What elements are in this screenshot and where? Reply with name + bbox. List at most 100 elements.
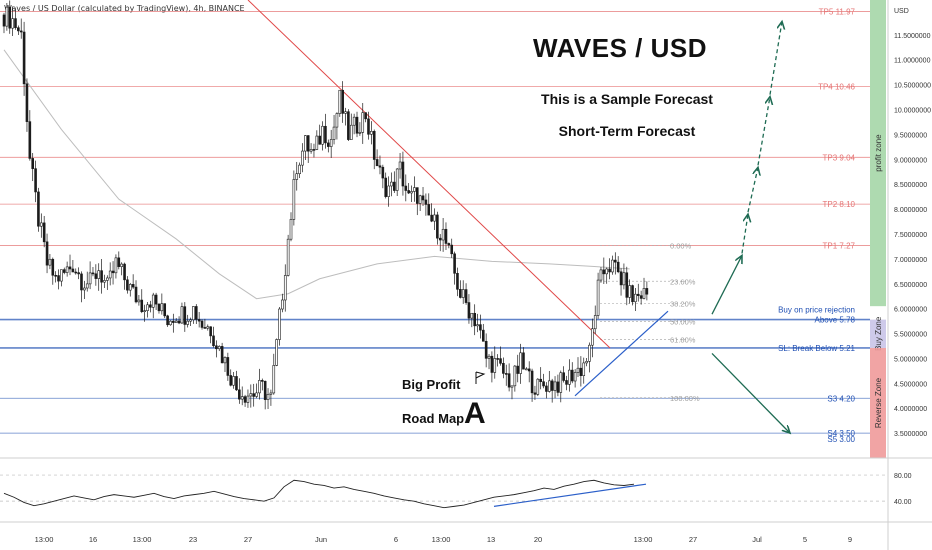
candle-body [238,389,241,400]
candle-body [636,293,640,296]
level-label: SL: Break Below 5.21 [778,344,855,353]
candle-body [361,112,365,133]
candle-body [596,279,600,316]
candle-body [378,165,382,168]
candle-body [17,27,20,32]
candle-body [470,312,474,319]
forecast-arrow [757,97,770,166]
level-label: TP2 8.10 [823,200,856,209]
price-tick-label: 4.5000000 [894,381,927,388]
candle-body [461,289,465,298]
candle-body [309,149,313,152]
price-tick-label: 5.0000000 [894,356,927,363]
candle-body [427,204,431,216]
candle-body [404,185,408,191]
candle-body [321,125,324,145]
fib-label: 38.20% [670,300,696,309]
candle-body [421,195,425,201]
candle-body [226,357,230,376]
candle-body [318,135,322,145]
candle-body [415,187,419,204]
candle-body [628,285,631,298]
fib-label: 50.00% [670,318,696,327]
candle-body [341,89,344,114]
candle-body [553,381,557,391]
candle-body [453,253,456,274]
candle-body [367,118,370,135]
level-label: Buy on price rejection [778,306,855,315]
candle-body [180,306,184,324]
candle-body [255,392,258,397]
chart-header: Waves / US Dollar (calculated by Trading… [4,4,245,13]
level-label: S3 4.20 [827,394,855,403]
candle-body [522,352,525,370]
time-tick-label: 9 [848,535,852,544]
candle-body [438,237,442,241]
time-tick-label: Jul [752,535,762,544]
candle-body [62,269,66,273]
level-label: S5 3.00 [827,435,855,444]
candle-body [57,275,60,282]
candle-body [381,166,385,179]
candle-body [252,393,255,397]
candle-body [275,339,278,366]
candle-body [117,257,121,267]
candle-body [22,31,26,85]
candle-body [77,272,80,275]
candle-body [579,367,583,377]
candle-body [286,238,290,276]
candle-body [634,293,637,303]
fib-label: 100.00% [670,394,700,403]
candle-body [143,310,146,312]
candle-body [42,222,46,243]
candle-body [384,177,388,197]
candle-body [479,324,482,331]
candle-body [272,365,276,394]
candle-body [364,112,367,120]
candle-body [263,380,267,400]
candle-body [126,279,129,291]
candle-body [215,345,218,350]
candle-body [398,161,402,170]
candle-body [163,303,167,317]
candle-body [157,303,161,312]
candle-body [582,362,586,377]
candle-body [192,306,195,321]
candle-body [585,361,588,364]
candle-body [298,164,301,175]
subtitle-short-term: Short-Term Forecast [559,123,696,139]
candle-body [527,368,531,372]
candle-body [108,270,112,279]
candle-body [88,272,92,285]
candle-body [217,346,221,350]
candle-body [608,268,611,273]
candle-body [128,284,132,291]
price-tick-label: 6.5000000 [894,282,927,289]
candle-body [456,272,459,290]
candle-body [186,320,189,325]
candle-body [249,393,253,397]
candle-body [140,299,144,312]
candle-body [510,385,514,388]
candle-body [40,222,43,227]
candle-body [83,287,86,291]
candle-body [459,289,462,298]
time-tick-label: 23 [189,535,197,544]
candle-body [209,326,212,337]
candle-body [390,181,393,187]
candle-body [568,369,571,385]
candle-body [172,320,175,323]
time-tick-label: 5 [803,535,807,544]
candle-body [278,308,281,340]
price-tick-label: 11.0000000 [894,58,931,65]
candle-body [611,259,614,273]
candle-body [504,373,508,375]
zone-band [870,0,886,307]
level-label: TP5 11.97 [819,7,856,16]
candle-body [436,214,439,239]
candle-body [260,380,264,382]
price-tick-label: 10.5000000 [894,83,931,90]
price-tick-label: 8.0000000 [894,207,927,214]
candle-body [476,324,479,327]
